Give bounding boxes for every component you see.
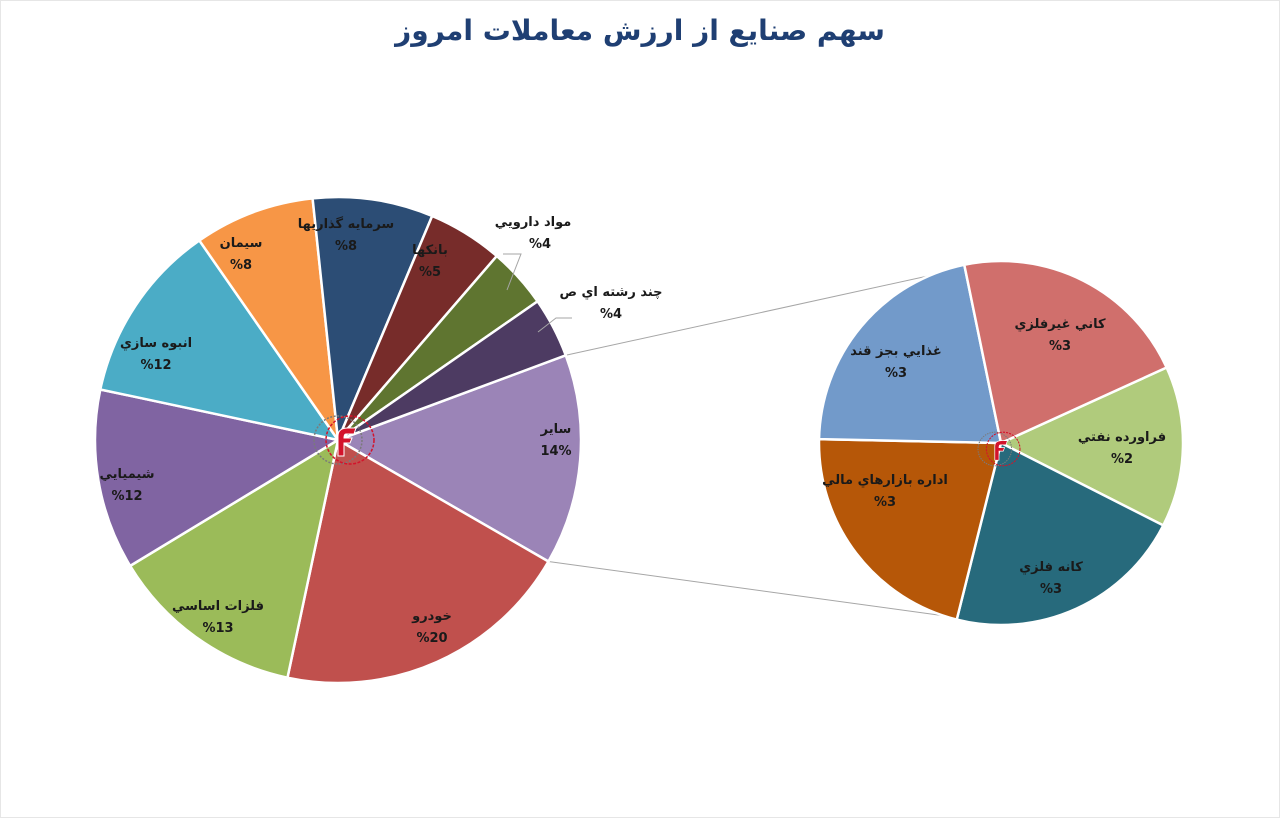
main-slice-5 — [197, 196, 340, 441]
main-slice-1 — [285, 438, 551, 685]
sub-slice-label-2: اداره بازارهاي مالي — [822, 473, 948, 488]
main-slice-label-4: انبوه سازي — [120, 336, 192, 351]
main-slice-3 — [93, 387, 342, 568]
sub-slice-value-3: %3 — [885, 366, 907, 381]
sub-slice-value-1: %3 — [1040, 582, 1062, 597]
connector-line-top — [565, 264, 979, 356]
main-slice-value-9: %4 — [600, 307, 622, 322]
main-slice-2 — [128, 437, 340, 680]
main-pie-labels: سایر 14% خودرو %20 فلزات اساسي %13 شيميايي %12 ا… — [99, 215, 662, 646]
logo-marks — [313, 415, 1021, 467]
main-slice-label-2: فلزات اساسي — [172, 599, 264, 614]
main-slice-value-1: %20 — [416, 631, 447, 646]
logo-mark-main — [313, 415, 375, 465]
main-pie — [93, 195, 583, 685]
connector-line-bottom — [548, 561, 961, 619]
sub-slice-0 — [998, 365, 1185, 528]
leader-line-0 — [503, 253, 522, 291]
main-slice-0 — [335, 353, 583, 564]
main-slice-label-7: بانكها — [412, 243, 448, 258]
main-slice-label-0: سایر — [540, 422, 572, 437]
main-slice-4 — [98, 238, 341, 442]
sub-slice-value-2: %3 — [874, 495, 896, 510]
sub-slice-1 — [955, 441, 1165, 627]
main-slice-value-5: %8 — [230, 258, 252, 273]
connector-lines — [548, 264, 979, 619]
leader-line-1 — [537, 317, 572, 333]
main-slice-value-2: %13 — [202, 621, 233, 636]
main-slice-value-7: %5 — [419, 265, 441, 280]
main-slice-value-3: %12 — [111, 489, 142, 504]
secondary-pie-labels: فراورده نفتي %2 كانه فلزي %3 اداره بازارهاي … — [822, 317, 1166, 597]
main-slice-9 — [337, 299, 568, 442]
sub-slice-label-1: كانه فلزي — [1019, 560, 1083, 575]
main-slice-label-5: سيمان — [220, 236, 263, 251]
sub-slice-label-3: غذايي بجز قند — [850, 344, 942, 359]
logo-mark-sub — [977, 431, 1021, 467]
sub-slice-2 — [817, 437, 1003, 622]
main-slice-label-3: شيميايي — [99, 467, 154, 482]
main-slice-label-8: مواد دارويي — [495, 215, 572, 230]
sub-slice-label-0: فراورده نفتي — [1078, 430, 1166, 445]
secondary-pie — [817, 259, 1185, 627]
sub-slice-value-0: %2 — [1111, 452, 1133, 467]
sub-slice-3 — [817, 263, 1003, 445]
main-slice-label-6: سرمايه گذاريها — [298, 216, 394, 232]
main-slice-value-0: 14% — [540, 444, 571, 459]
main-slice-label-1: خودرو — [411, 609, 452, 624]
main-slice-value-6: %8 — [335, 239, 357, 254]
chart-title: سهم صنایع از ارزش معاملات امروز — [395, 14, 885, 47]
main-slice-value-4: %12 — [140, 358, 171, 373]
main-slice-label-9: چند رشته اي ص — [559, 285, 662, 300]
main-slice-6 — [311, 195, 434, 441]
sub-slice-4 — [962, 259, 1169, 445]
main-slice-value-8: %4 — [529, 237, 551, 252]
sub-slice-value-4: %3 — [1049, 339, 1071, 354]
sub-slice-label-4: كاني غيرفلزي — [1014, 317, 1106, 332]
